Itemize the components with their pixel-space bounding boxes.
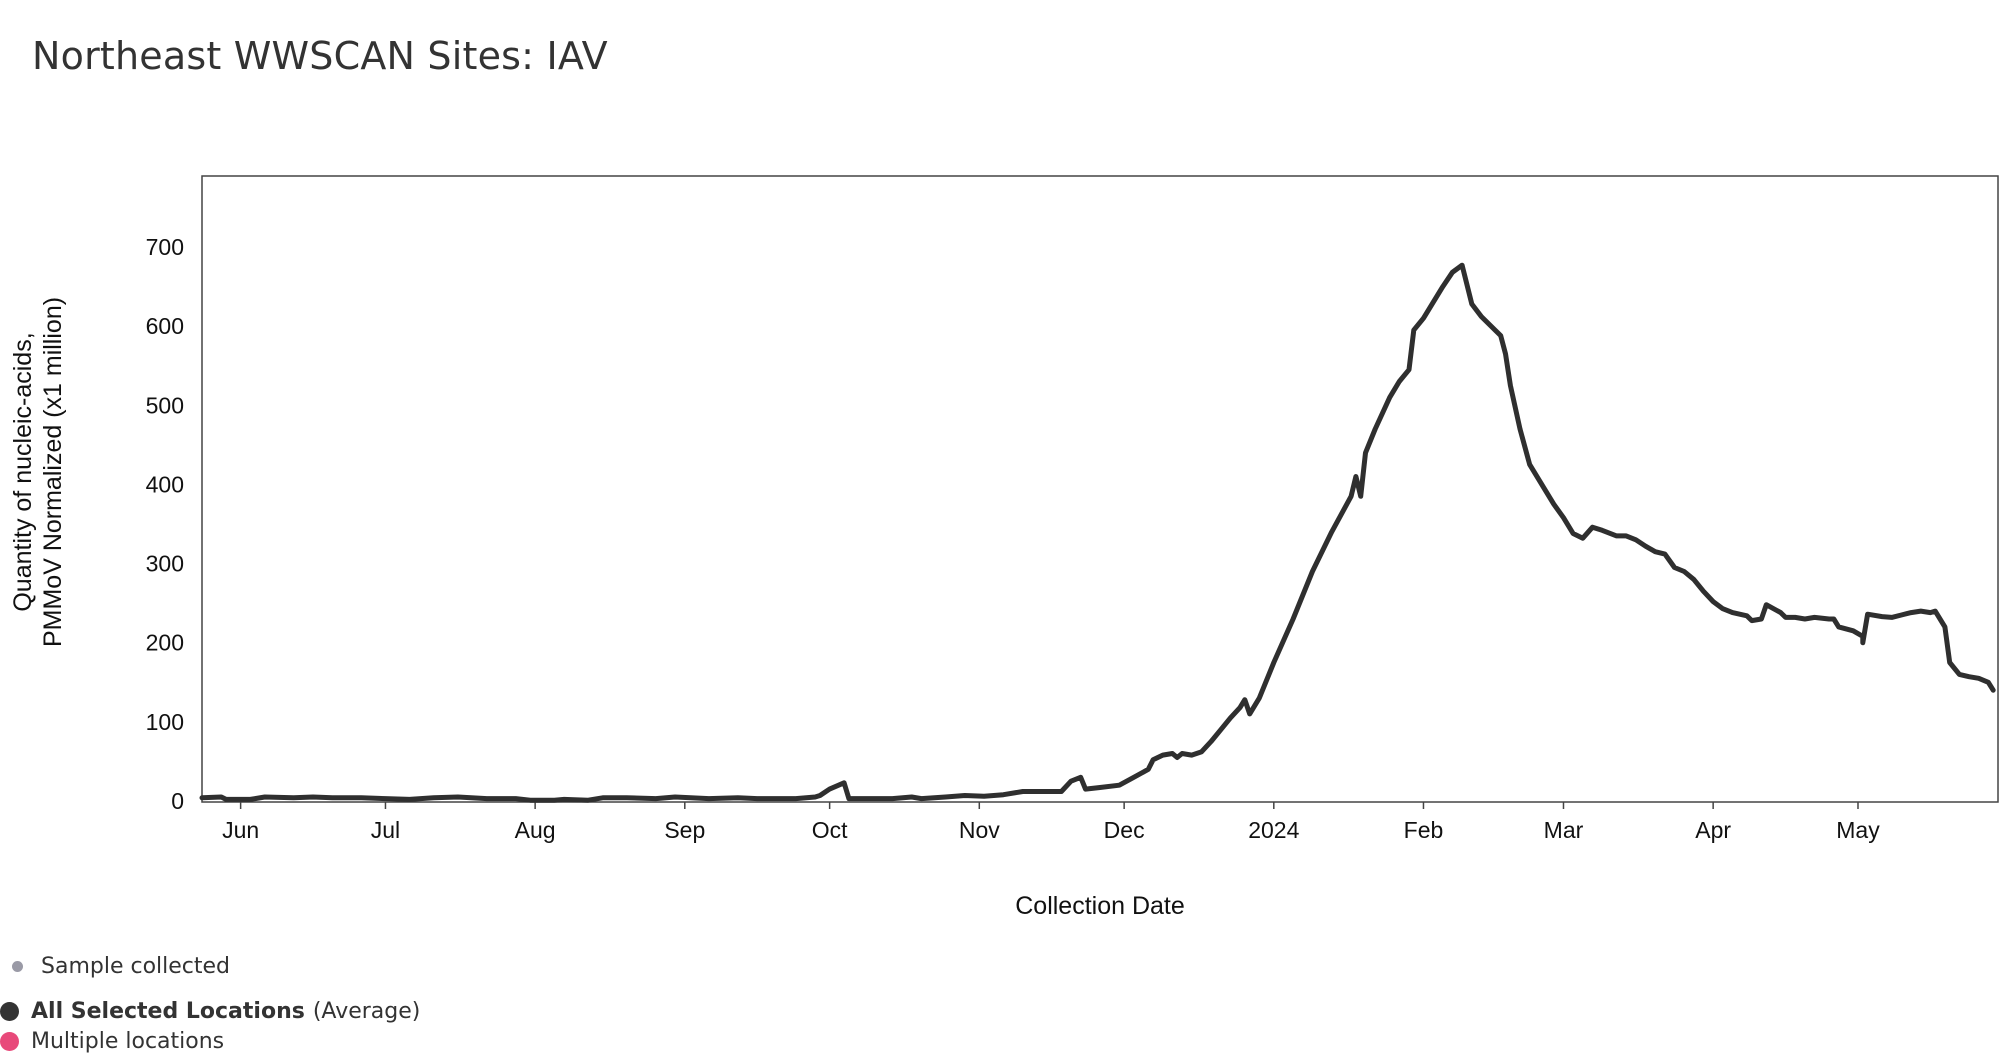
y-tick-label: 500 [146, 392, 184, 418]
x-tick-label: Apr [1695, 817, 1731, 843]
series-line-all-selected-locations [199, 262, 1996, 803]
legend-marker-sample [12, 961, 23, 972]
y-tick-label: 700 [146, 234, 184, 260]
legend-item-all-selected-locations[interactable]: All Selected Locations (Average) [0, 999, 420, 1024]
legend-marker-multiple-locations [0, 1032, 19, 1051]
chart-title: Northeast WWSCAN Sites: IAV [32, 34, 608, 78]
x-tick-label: Mar [1544, 817, 1584, 843]
x-tick-label: May [1836, 817, 1880, 843]
x-tick-label: Oct [812, 817, 848, 843]
x-axis-title: Collection Date [1015, 892, 1185, 920]
x-tick-label: Feb [1404, 817, 1444, 843]
y-axis-ticks: 0 100 200 300 400 500 600 700 [146, 234, 184, 814]
legend-item-sample-collected: Sample collected [12, 954, 230, 979]
legend-label-average: (Average) [312, 999, 421, 1024]
y-axis-title-line-1: Quantity of nucleic-acids, [9, 332, 37, 611]
legend-label-sample: Sample collected [41, 954, 231, 979]
x-tick-label: Jun [222, 817, 259, 843]
y-tick-label: 0 [171, 788, 184, 814]
y-axis-title-line-2: PMMoV Normalized (x1 million) [39, 297, 67, 647]
x-tick-label: Sep [664, 817, 705, 843]
legend-marker-all-locations [0, 1002, 19, 1021]
plot-area-frame [201, 175, 1999, 803]
x-tick-label: Aug [515, 817, 556, 843]
y-tick-label: 300 [146, 551, 184, 577]
y-tick-label: 600 [146, 313, 184, 339]
y-tick-label: 100 [146, 709, 184, 735]
x-axis-ticks: Jun Jul Aug Sep Oct Nov Dec 2024 Feb Mar Apr May [222, 802, 1880, 843]
y-tick-label: 200 [146, 630, 184, 656]
x-tick-label: 2024 [1248, 817, 1299, 843]
x-tick-label: Nov [959, 817, 1000, 843]
y-tick-label: 400 [146, 471, 184, 497]
legend-label-multiple-locations: Multiple locations [31, 1029, 225, 1054]
x-tick-label: Dec [1104, 817, 1145, 843]
legend-label-all-locations: All Selected Locations [31, 999, 305, 1024]
legend-item-multiple-locations[interactable]: Multiple locations [0, 1029, 224, 1054]
x-tick-label: Jul [371, 817, 400, 843]
